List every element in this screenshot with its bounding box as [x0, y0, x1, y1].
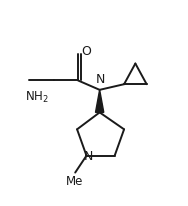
Text: NH$_2$: NH$_2$ — [25, 90, 49, 105]
Text: N: N — [84, 150, 93, 163]
Text: O: O — [82, 45, 91, 58]
Text: Me: Me — [66, 174, 83, 187]
Polygon shape — [96, 90, 104, 112]
Text: N: N — [96, 73, 105, 86]
